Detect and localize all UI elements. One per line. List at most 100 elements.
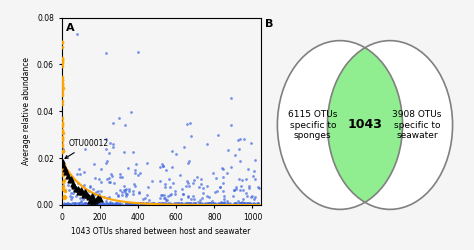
Point [240, 188, 247, 192]
Point [216, 201, 223, 205]
Point [115, 202, 122, 206]
Point [89, 202, 97, 206]
Point [137, 202, 145, 205]
Point [125, 201, 132, 205]
Point [111, 202, 119, 206]
Point [237, 202, 245, 206]
Point [80, 202, 88, 206]
Point [239, 201, 246, 205]
Point [207, 203, 214, 207]
Point [60, 194, 68, 198]
Point [109, 201, 116, 205]
Point [165, 202, 173, 206]
Point [93, 202, 100, 206]
Point [94, 201, 102, 205]
Point [73, 194, 80, 198]
Point [125, 202, 132, 205]
Point [243, 201, 250, 205]
Point [237, 201, 245, 205]
Point [237, 137, 244, 141]
Point [76, 203, 84, 207]
Point [91, 201, 98, 205]
Point [112, 202, 120, 206]
Point [198, 196, 205, 200]
Point [94, 196, 102, 200]
Point [196, 185, 203, 189]
Point [142, 202, 150, 206]
Point [131, 184, 138, 188]
Point [95, 202, 102, 206]
Point [224, 201, 232, 205]
Point [232, 201, 239, 205]
Point [223, 203, 231, 207]
Point [212, 202, 220, 206]
Point [130, 182, 138, 186]
Point [241, 202, 248, 205]
Point [230, 194, 237, 198]
Point [93, 197, 100, 201]
Point [103, 158, 110, 162]
Point [88, 203, 96, 207]
Point [218, 201, 225, 205]
Point [82, 201, 90, 205]
Point [220, 201, 228, 205]
Point [62, 202, 69, 206]
Point [68, 201, 76, 205]
Point [109, 203, 117, 207]
Point [251, 177, 259, 181]
Point [69, 202, 76, 205]
Point [162, 168, 170, 172]
Point [243, 202, 250, 206]
Point [245, 186, 253, 190]
Point [59, 150, 66, 154]
Point [61, 202, 68, 206]
Point [142, 201, 149, 205]
Point [198, 203, 206, 207]
Point [61, 188, 69, 192]
Point [59, 180, 67, 184]
Point [197, 201, 204, 205]
Point [189, 194, 197, 198]
Point [205, 202, 212, 205]
Point [72, 188, 80, 192]
Point [203, 142, 210, 146]
Point [143, 161, 150, 165]
Point [134, 201, 142, 205]
Point [201, 202, 208, 206]
Point [112, 191, 119, 195]
Point [111, 201, 119, 205]
Point [58, 90, 66, 94]
Point [205, 195, 213, 199]
Point [149, 179, 156, 183]
Point [182, 201, 190, 205]
Point [83, 193, 91, 197]
Point [114, 194, 121, 198]
Point [190, 178, 197, 182]
Point [89, 203, 97, 207]
Point [60, 161, 67, 165]
Point [219, 181, 227, 185]
Point [109, 202, 117, 205]
Point [218, 202, 225, 206]
Point [247, 202, 255, 206]
Point [93, 201, 100, 205]
Point [137, 203, 145, 207]
Point [193, 203, 201, 207]
Point [108, 172, 115, 176]
Point [176, 173, 183, 177]
Point [93, 201, 101, 205]
Point [240, 137, 247, 141]
Point [91, 200, 99, 203]
Point [252, 158, 259, 162]
Point [88, 201, 96, 205]
Point [94, 201, 101, 205]
Point [58, 122, 66, 126]
Point [223, 200, 230, 203]
Point [127, 201, 134, 205]
Point [175, 203, 183, 207]
Point [124, 192, 131, 196]
Point [160, 201, 167, 205]
Point [210, 201, 217, 205]
Point [198, 182, 205, 186]
Point [95, 202, 103, 206]
